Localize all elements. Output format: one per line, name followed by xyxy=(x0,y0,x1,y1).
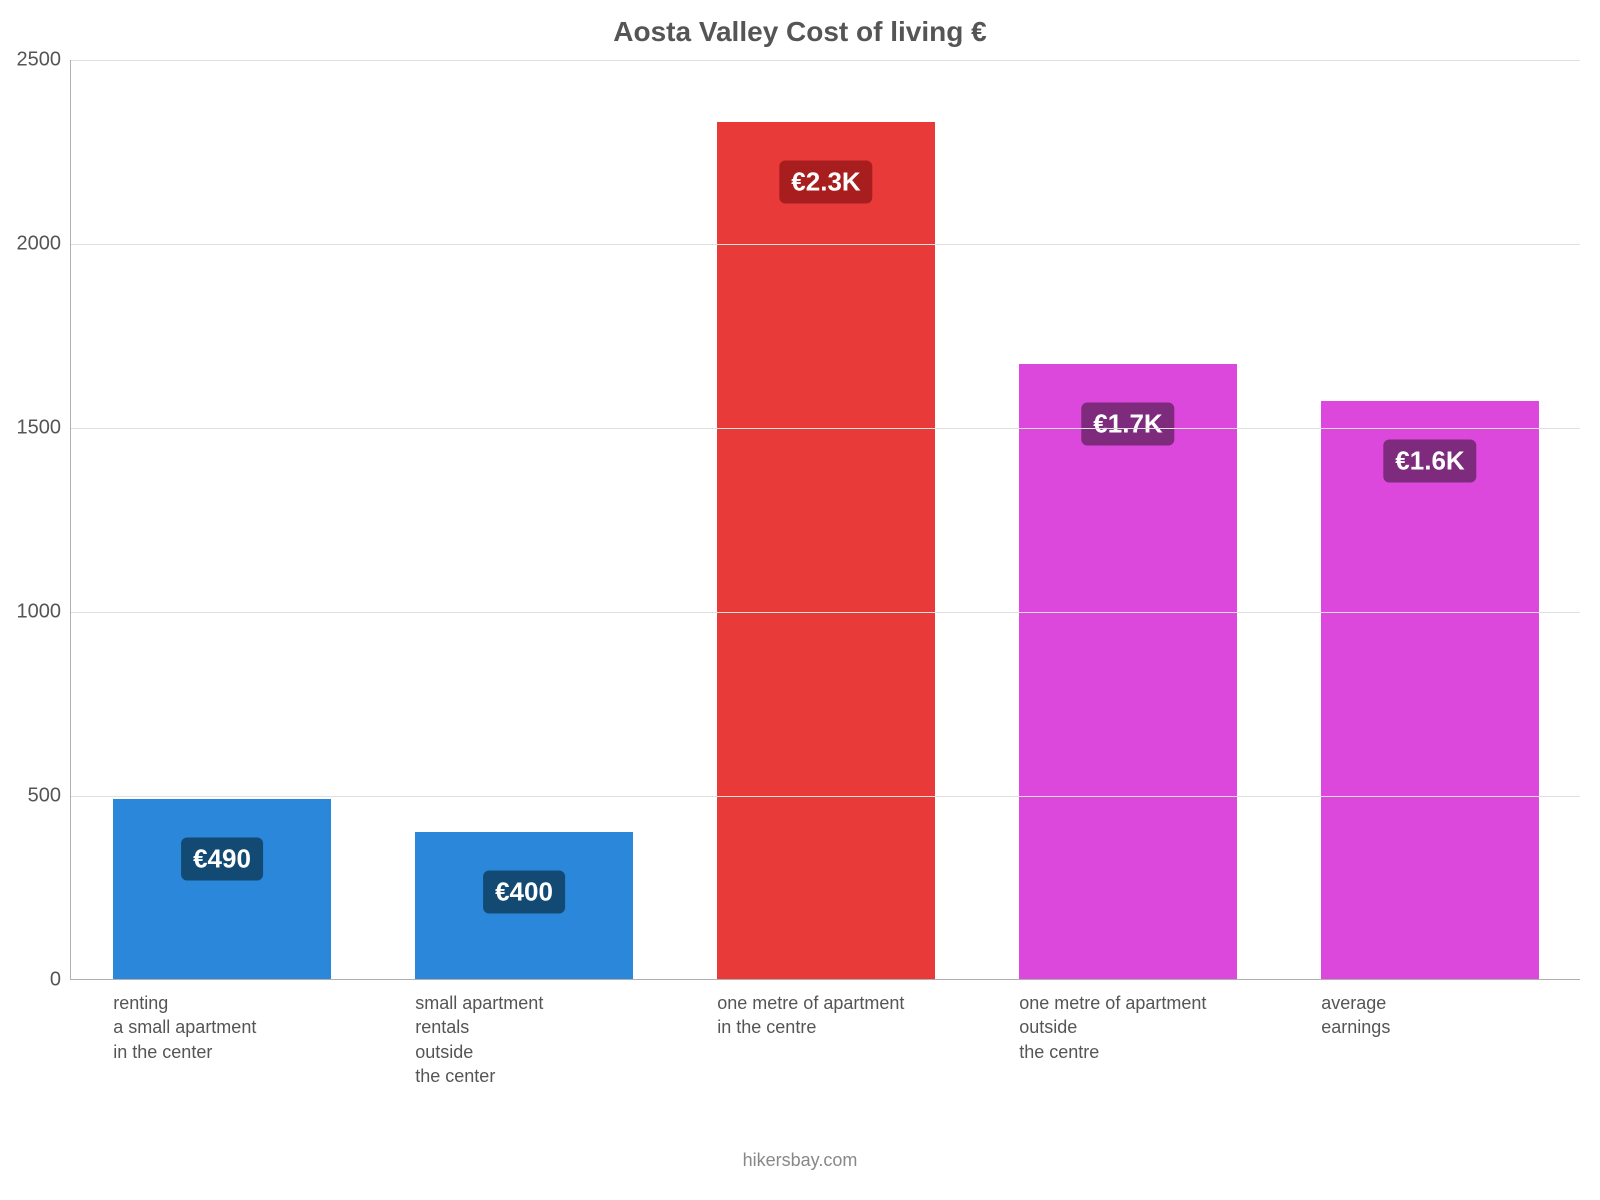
chart-title: Aosta Valley Cost of living € xyxy=(0,16,1600,48)
y-tick-label: 2500 xyxy=(17,49,62,72)
y-tick-label: 1500 xyxy=(17,417,62,440)
value-badge: €1.6K xyxy=(1383,440,1476,483)
y-tick-label: 0 xyxy=(50,969,61,992)
x-tick-label: small apartment rentals outside the cent… xyxy=(415,991,632,1088)
y-gridline xyxy=(71,612,1580,613)
bar-chart: Aosta Valley Cost of living € €490rentin… xyxy=(0,0,1600,1200)
bar-slot: €400small apartment rentals outside the … xyxy=(373,60,675,979)
bars-row: €490renting a small apartment in the cen… xyxy=(71,60,1580,979)
bar-slot: €1.7Kone metre of apartment outside the … xyxy=(977,60,1279,979)
bar xyxy=(1321,401,1538,979)
y-tick-label: 2000 xyxy=(17,233,62,256)
bar xyxy=(717,122,934,979)
x-tick-label: average earnings xyxy=(1321,991,1538,1040)
bar-slot: €490renting a small apartment in the cen… xyxy=(71,60,373,979)
attribution: hikersbay.com xyxy=(0,1150,1600,1171)
value-badge: €2.3K xyxy=(779,160,872,203)
bar-slot: €1.6Kaverage earnings xyxy=(1279,60,1581,979)
y-gridline xyxy=(71,244,1580,245)
value-badge: €490 xyxy=(181,837,263,880)
y-gridline xyxy=(71,796,1580,797)
x-tick-label: one metre of apartment outside the centr… xyxy=(1019,991,1236,1064)
plot-area: €490renting a small apartment in the cen… xyxy=(70,60,1580,980)
value-badge: €400 xyxy=(483,870,565,913)
y-gridline xyxy=(71,428,1580,429)
y-gridline xyxy=(71,60,1580,61)
bar xyxy=(113,799,330,979)
x-tick-label: renting a small apartment in the center xyxy=(113,991,330,1064)
x-tick-label: one metre of apartment in the centre xyxy=(717,991,934,1040)
y-tick-label: 500 xyxy=(28,785,61,808)
y-tick-label: 1000 xyxy=(17,601,62,624)
bar-slot: €2.3Kone metre of apartment in the centr… xyxy=(675,60,977,979)
bar xyxy=(1019,364,1236,979)
value-badge: €1.7K xyxy=(1081,403,1174,446)
